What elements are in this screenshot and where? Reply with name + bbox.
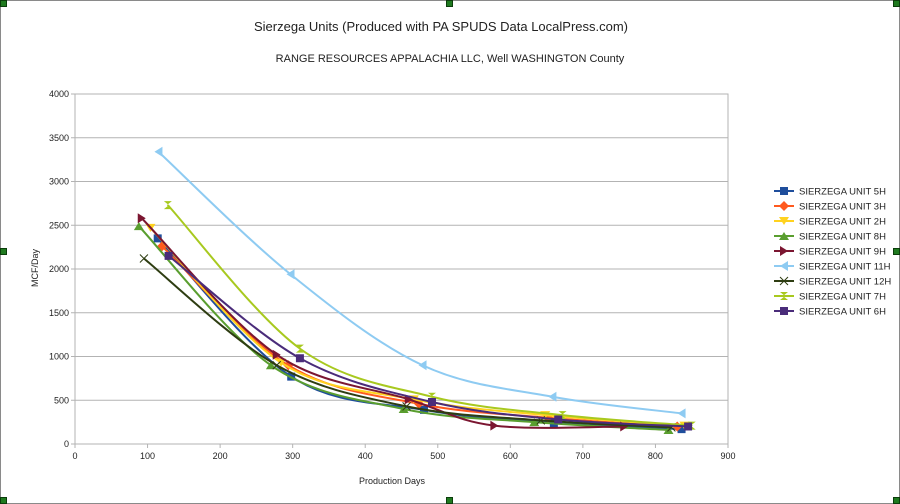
data-point-7-2 (427, 392, 436, 401)
x-tick-label-9: 900 (720, 451, 735, 461)
legend-marker-0 (780, 187, 788, 195)
series-line-7 (167, 204, 692, 427)
selection-handle-middle-left[interactable] (0, 248, 7, 255)
legend-label-3: SIERZEGA UNIT 8H (799, 232, 886, 243)
data-point-8-4 (684, 422, 693, 431)
y-tick-label-2: 1000 (49, 352, 69, 362)
y-tick-label-4: 2000 (49, 264, 69, 274)
legend-marker-7 (780, 292, 788, 300)
legend-marker-4 (780, 246, 788, 256)
series-8 (164, 251, 693, 431)
data-point-8-2 (427, 398, 436, 406)
y-tick-label-6: 3000 (49, 177, 69, 187)
series-5 (154, 146, 686, 419)
data-point-2-1 (276, 358, 287, 367)
x-tick-label-4: 400 (358, 451, 373, 461)
legend-label-8: SIERZEGA UNIT 6H (799, 307, 886, 318)
legend-label-7: SIERZEGA UNIT 7H (799, 292, 886, 303)
y-axis-ticks: 0 500 1000 1500 2000 2500 3000 3500 4000 (49, 89, 75, 449)
data-point-7-1 (295, 344, 304, 353)
legend-marker-2 (779, 217, 789, 225)
x-tick-label-3: 300 (285, 451, 300, 461)
x-tick-label-6: 600 (503, 451, 518, 461)
data-point-7-0 (163, 201, 172, 210)
data-point-7-3 (558, 411, 567, 420)
legend-item-5: SIERZEGA UNIT 11H (774, 261, 891, 273)
selection-handle-top-left[interactable] (0, 0, 7, 7)
legend-item-4: SIERZEGA UNIT 9H (774, 246, 886, 258)
legend-label-5: SIERZEGA UNIT 11H (799, 262, 891, 273)
y-tick-label-8: 4000 (49, 89, 69, 99)
x-axis-label: Production Days (359, 476, 426, 486)
legend: SIERZEGA UNIT 5H SIERZEGA UNIT 3H SIERZEGA… (774, 187, 891, 318)
y-tick-label-7: 3500 (49, 133, 69, 143)
x-axis-ticks: 0 100 200 300 400 500 600 700 800 900 (72, 444, 736, 461)
legend-item-1: SIERZEGA UNIT 3H (774, 201, 886, 213)
data-point-5-0 (154, 146, 163, 157)
legend-marker-5 (780, 261, 788, 271)
x-tick-label-5: 500 (430, 451, 445, 461)
data-point-6-2 (402, 402, 411, 411)
legend-item-7: SIERZEGA UNIT 7H (774, 292, 886, 303)
y-tick-label-3: 1500 (49, 308, 69, 318)
legend-item-2: SIERZEGA UNIT 2H (774, 217, 886, 228)
selection-handle-top-center[interactable] (446, 0, 453, 7)
data-point-8-1 (295, 354, 304, 363)
legend-marker-1 (779, 201, 789, 211)
data-point-5-4 (677, 408, 686, 419)
data-point-6-4 (667, 423, 676, 432)
x-tick-label-2: 200 (213, 451, 228, 461)
legend-marker-8 (780, 307, 788, 315)
data-point-5-1 (286, 269, 295, 280)
data-point-4-1 (272, 349, 281, 360)
data-point-3-1 (265, 361, 276, 370)
y-axis-label: MCF/Day (30, 249, 40, 287)
data-point-6-0 (139, 254, 149, 263)
series-line-4 (141, 217, 625, 429)
legend-item-6: SIERZEGA UNIT 12H (774, 277, 891, 288)
legend-item-3: SIERZEGA UNIT 8H (774, 232, 886, 243)
x-tick-label-0: 0 (72, 451, 77, 461)
series-line-5 (157, 151, 682, 415)
data-point-3-0 (133, 222, 144, 231)
y-tick-label-1: 500 (54, 395, 69, 405)
chart-title: Sierzega Units (Produced with PA SPUDS D… (254, 19, 628, 34)
data-point-8-0 (164, 251, 173, 260)
series-6 (139, 254, 676, 432)
x-tick-label-1: 100 (140, 451, 155, 461)
legend-label-6: SIERZEGA UNIT 12H (799, 277, 891, 288)
data-point-5-3 (548, 391, 557, 402)
series-group (133, 146, 696, 434)
data-point-6-3 (536, 416, 546, 425)
data-point-5-2 (418, 360, 427, 371)
chart-subtitle: RANGE RESOURCES APPALACHIA LLC, Well WAS… (276, 53, 625, 65)
legend-marker-6 (779, 276, 789, 286)
y-tick-label-5: 2500 (49, 220, 69, 230)
data-point-4-0 (137, 213, 146, 224)
data-point-4-3 (490, 420, 499, 431)
data-point-0-4 (677, 425, 686, 434)
x-tick-label-8: 800 (648, 451, 663, 461)
legend-label-0: SIERZEGA UNIT 5H (799, 187, 886, 198)
legend-label-2: SIERZEGA UNIT 2H (799, 217, 886, 228)
legend-item-0: SIERZEGA UNIT 5H (774, 187, 886, 198)
legend-marker-3 (779, 232, 789, 240)
y-tick-label-0: 0 (64, 439, 69, 449)
legend-label-4: SIERZEGA UNIT 9H (799, 247, 886, 258)
data-point-8-3 (554, 415, 563, 424)
x-tick-label-7: 700 (575, 451, 590, 461)
data-point-0-0 (153, 234, 162, 243)
data-point-6-1 (272, 360, 282, 370)
legend-item-8: SIERZEGA UNIT 6H (774, 307, 886, 318)
legend-label-1: SIERZEGA UNIT 3H (799, 202, 886, 213)
